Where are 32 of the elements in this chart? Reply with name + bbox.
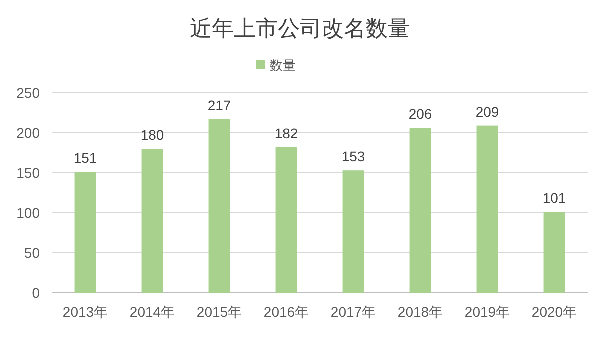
bar [476,126,498,293]
data-label: 153 [342,148,366,165]
bar [410,128,432,293]
bar [208,119,230,293]
legend-label: 数量 [270,58,296,73]
x-tick-label: 2014年 [130,304,176,320]
bar [342,170,364,293]
y-tick-label: 50 [24,245,40,261]
x-tick-label: 2018年 [398,304,444,320]
y-tick-label: 0 [32,285,40,301]
chart-title: 近年上市公司改名数量 [190,16,410,41]
bar [142,149,164,293]
data-label: 206 [408,106,432,122]
bar [74,172,96,293]
data-label: 180 [140,127,164,143]
y-tick-label: 150 [16,165,40,181]
bar [276,147,298,293]
x-tick-label: 2019年 [464,304,510,320]
y-tick-label: 200 [16,125,40,141]
data-label: 209 [476,104,500,120]
x-tick-label: 2013年 [62,304,108,320]
data-label: 182 [274,125,298,142]
x-tick-label: 2020年 [532,304,578,320]
data-label: 217 [208,97,232,114]
bar [544,212,566,293]
x-tick-label: 2015年 [196,304,242,320]
data-label: 151 [74,150,98,166]
x-tick-label: 2017年 [330,304,376,320]
y-tick-label: 100 [16,205,40,221]
x-tick-label: 2016年 [264,304,310,320]
y-tick-label: 250 [16,85,40,101]
data-label: 101 [542,190,566,206]
